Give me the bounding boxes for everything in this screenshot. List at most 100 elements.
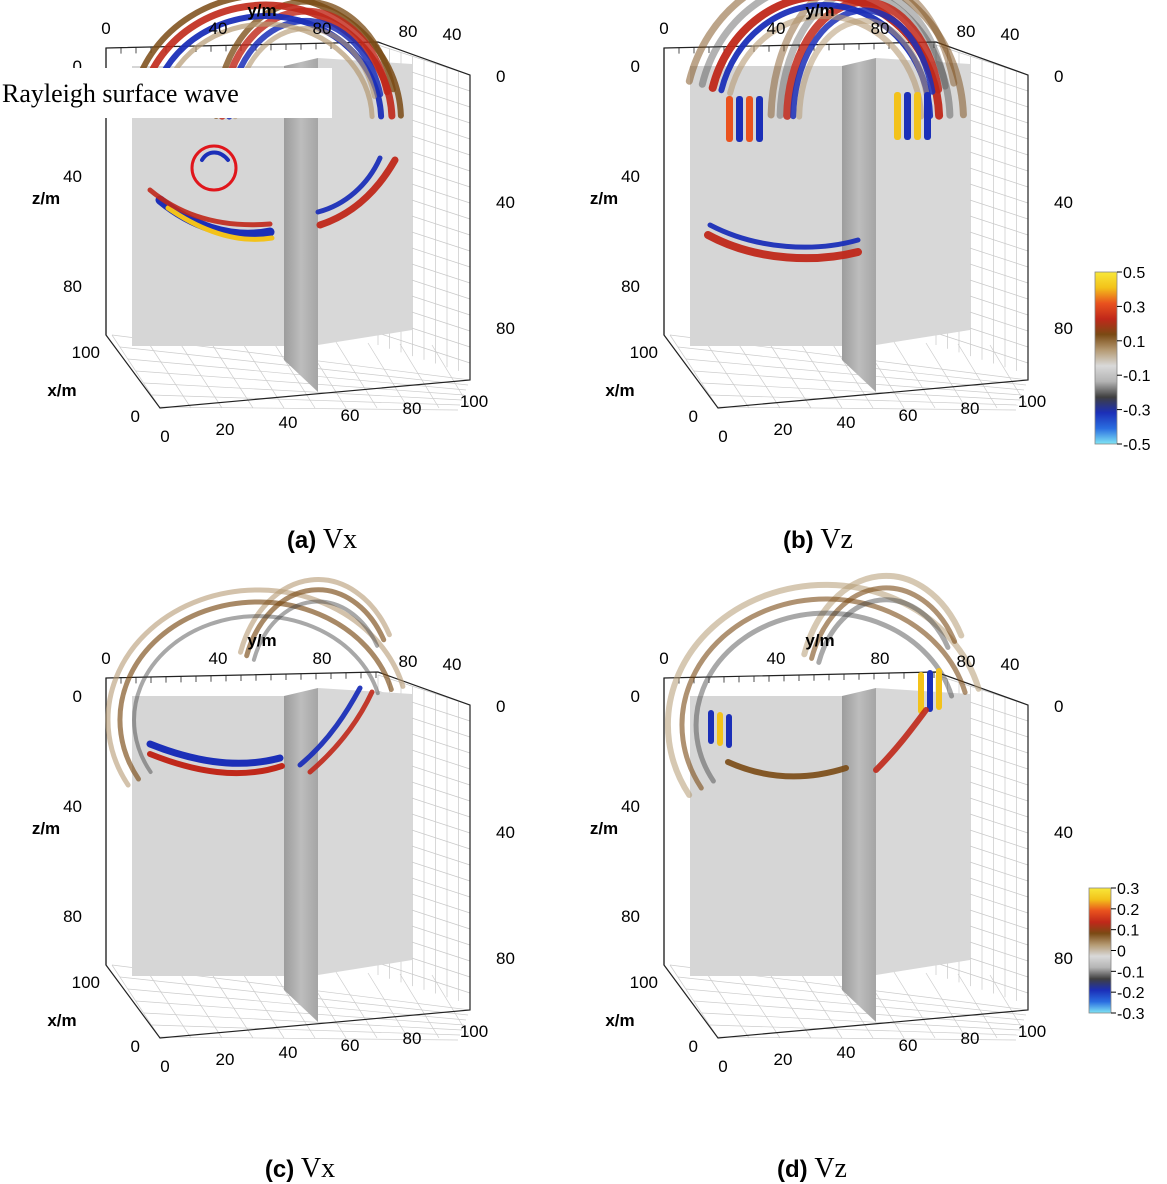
surface-wave-lobe — [717, 712, 723, 746]
colorbar-tick-label: -0.2 — [1117, 985, 1145, 1002]
wavefront-ring — [679, 596, 968, 791]
panel-caption-a: (a) Vx — [287, 524, 357, 555]
y-axis-label: y/m — [247, 1, 276, 20]
right-z-tick-label: 0 — [496, 697, 505, 716]
x-depth-tick-label: 100 — [72, 343, 100, 362]
wavefront-back — [790, 7, 936, 120]
x-axis-label: x/m — [605, 381, 634, 400]
bottom-tick-label: 100 — [460, 1022, 488, 1041]
bottom-tick-label: 0 — [160, 1057, 169, 1076]
slice-plane-back — [318, 688, 412, 975]
x-depth-tick-label: 100 — [630, 973, 658, 992]
wavefront-front — [698, 0, 954, 119]
bottom-tick-label: 20 — [774, 420, 793, 439]
bottom-tick-label: 40 — [837, 413, 856, 432]
annotation-box — [0, 68, 332, 118]
colorbar-tick-label: 0.2 — [1117, 902, 1139, 919]
wavefront-ring-back — [809, 585, 958, 661]
colorbar-tick-label: 0.3 — [1123, 299, 1145, 316]
bottom-tick-label: 0 — [718, 427, 727, 446]
colorbar-tick-label: 0.3 — [1117, 881, 1139, 898]
wavefront-p-peak — [165, 205, 275, 242]
top-tick-label: 80 — [313, 649, 332, 668]
right-z-tick-label: 40 — [496, 823, 515, 842]
z-axis-label: z/m — [590, 189, 618, 208]
annotation-circle — [190, 144, 238, 192]
wavefield — [132, 0, 404, 242]
wavefront-p4 — [315, 155, 383, 215]
colorbar-tick-label: 0.1 — [1117, 923, 1139, 940]
caption-variable: Vz — [820, 524, 853, 555]
left-z-tick-label: 80 — [621, 277, 640, 296]
x-depth-tick-label: 0 — [131, 1037, 140, 1056]
bottom-tick-label: 20 — [774, 1050, 793, 1069]
wavefront-front — [685, 0, 967, 119]
surface-wave-lobe — [927, 670, 933, 712]
wavefront-ring-back — [816, 597, 951, 665]
wavefront-p-peak — [147, 751, 285, 777]
top-tick-label: 40 — [209, 649, 228, 668]
x-depth-tick-label: 0 — [689, 407, 698, 426]
surface-wave-lobe — [726, 714, 732, 748]
slice-plane-back — [876, 58, 970, 345]
slice-plane-center — [842, 688, 876, 1022]
top-tick-label: 40 — [443, 25, 462, 44]
top-tick-label: 0 — [659, 649, 668, 668]
slice-plane-front — [132, 696, 284, 976]
left-z-tick-label: 80 — [621, 907, 640, 926]
wavefront-ring — [664, 581, 982, 798]
wavefront-back — [783, 0, 943, 120]
y-axis-label: y/m — [805, 1, 834, 20]
bottom-tick-label: 60 — [899, 406, 918, 425]
bottom-tick-label: 100 — [1018, 392, 1046, 411]
slice-plane-back — [876, 688, 970, 975]
colorbar-tick-label: -0.1 — [1117, 964, 1145, 981]
left-z-tick-label: 80 — [63, 907, 82, 926]
left-z-tick-label: 0 — [73, 57, 82, 76]
left-z-tick-label: 0 — [631, 687, 640, 706]
surface-wave-lobe — [918, 672, 924, 714]
right-z-tick-label: 40 — [1054, 823, 1073, 842]
top-tick-label: 80 — [871, 19, 890, 38]
rayleigh-lobe — [200, 150, 230, 162]
x-depth-tick-label: 100 — [72, 973, 100, 992]
caption-letter: (a) — [287, 527, 323, 554]
right-z-tick-label: 80 — [1054, 949, 1073, 968]
x-axis-label: x/m — [605, 1011, 634, 1030]
slice-plane-center — [842, 58, 876, 392]
top-tick-label: 0 — [101, 649, 110, 668]
colorbar-bottom: 0.3 0.2 0.1 0 -0.1 -0.2 -0.3 — [1088, 881, 1145, 1023]
wavefront-ring — [105, 587, 406, 788]
colorbar-tick-label: 0 — [1117, 944, 1126, 961]
wavefront-p3 — [316, 156, 399, 229]
wavefront-front — [160, 21, 375, 120]
bottom-tick-label: 80 — [403, 1029, 422, 1048]
left-z-tick-label: 0 — [73, 687, 82, 706]
bottom-tick-label: 40 — [837, 1043, 856, 1062]
x-axis-label: x/m — [47, 381, 76, 400]
surface-wave-lobe — [756, 96, 763, 142]
bottom-tick-label: 20 — [216, 1050, 235, 1069]
right-z-tick-label: 40 — [496, 193, 515, 212]
top-tick-label: 40 — [767, 649, 786, 668]
top-tick-label: 0 — [659, 19, 668, 38]
wavefront-p2 — [147, 187, 273, 228]
right-z-tick-label: 0 — [1054, 67, 1063, 86]
surface-wave-lobe — [894, 92, 901, 140]
bottom-tick-label: 80 — [961, 399, 980, 418]
top-tick-label: 40 — [1001, 655, 1020, 674]
wavefront-p2 — [297, 685, 363, 768]
colorbar-tick-label: -0.5 — [1123, 437, 1151, 454]
left-z-tick-label: 40 — [621, 167, 640, 186]
surface-wave-lobe — [746, 96, 753, 142]
y-axis-label: y/m — [247, 631, 276, 650]
caption-variable: Vz — [814, 1153, 847, 1184]
right-z-tick-label: 40 — [1054, 193, 1073, 212]
x-depth-tick-label: 0 — [131, 407, 140, 426]
top-tick-label: 80 — [313, 19, 332, 38]
wavefield — [664, 572, 982, 798]
wavefront-ring-back — [251, 599, 380, 662]
bottom-tick-label: 100 — [1018, 1022, 1046, 1041]
